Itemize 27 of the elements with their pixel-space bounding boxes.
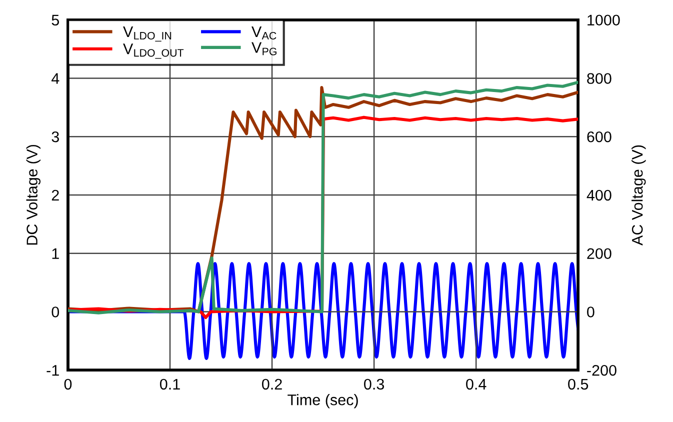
y-tick-label: 3 [52, 131, 59, 142]
legend-label: V$_{LDO_OUT}$ [123, 44, 184, 59]
x-tick-label: 0 [64, 378, 72, 390]
y2-tick-label: -200 [587, 364, 616, 376]
y2-tick-label: 800 [587, 73, 612, 84]
x-tick-label: 0.1 [160, 378, 180, 390]
y2-tick-label: 400 [586, 190, 612, 201]
y-tick-label: 1 [52, 248, 59, 259]
legend-label: V$_{AC}$ [252, 26, 276, 40]
legend-label: V$_{LDO_IN}$ [123, 26, 172, 42]
y-tick-label: 0 [52, 306, 60, 318]
y2-tick-label: 0 [587, 306, 594, 318]
y-tick-label: -1 [46, 365, 59, 376]
y2-tick-label: 200 [587, 248, 612, 260]
y-tick-label: 4 [51, 73, 60, 84]
x-tick-label: 0.4 [466, 378, 486, 390]
y2-axis-title: AC Voltage (V) [632, 145, 646, 246]
x-tick-label: 0.2 [262, 378, 282, 390]
y2-tick-label: 1000 [588, 14, 620, 26]
legend-label: V$_{PG}$ [252, 42, 276, 56]
y-axis-title: DC Voltage (V) [26, 144, 40, 245]
y-tick-label: 2 [52, 190, 59, 200]
x-axis-title: Time (sec) [288, 394, 358, 408]
x-tick-label: 0.5 [568, 378, 588, 390]
y2-tick-label: 600 [587, 131, 612, 142]
x-tick-label: 0.3 [364, 378, 384, 390]
y-tick-label: 5 [52, 14, 59, 26]
